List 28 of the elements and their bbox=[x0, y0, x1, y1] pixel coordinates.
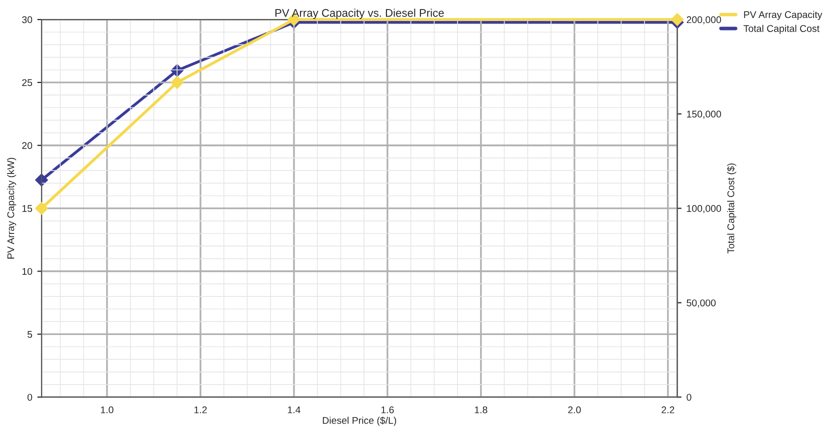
x-tick-label: 1.2 bbox=[194, 406, 207, 414]
y-axis-title: PV Array Capacity (kW) bbox=[7, 158, 16, 259]
y-tick-label: 15 bbox=[22, 205, 32, 212]
y-tick-label: 5 bbox=[28, 331, 32, 338]
legend-label: Total Capital Cost bbox=[744, 24, 820, 34]
y-tick-label: 0 bbox=[27, 394, 32, 401]
x-tick-label: 1.0 bbox=[100, 406, 114, 414]
y2-tick-label: 150,000 bbox=[687, 110, 722, 119]
chart-title: PV Array Capacity vs. Diesel Price bbox=[275, 8, 444, 20]
x-tick-label: 2.2 bbox=[662, 406, 674, 414]
y2-tick-label: 0 bbox=[686, 394, 692, 401]
x-tick-label: 2.0 bbox=[568, 406, 581, 414]
y-tick-label: 20 bbox=[22, 142, 32, 150]
x-tick-label: 1.8 bbox=[474, 406, 488, 414]
y2-axis-title: Total Capital Cost ($) bbox=[726, 164, 736, 254]
y2-tick-label: 50,000 bbox=[686, 299, 716, 308]
x-tick-label: 1.4 bbox=[288, 406, 300, 414]
y2-tick-label: 200,000 bbox=[686, 16, 722, 24]
x-axis-title: Diesel Price ($/L) bbox=[322, 416, 396, 426]
y-tick-label: 30 bbox=[22, 16, 32, 24]
y2-tick-label: 100,000 bbox=[687, 205, 722, 214]
point bbox=[170, 76, 184, 89]
legend-label: PV Array Capacity bbox=[744, 10, 822, 20]
x-tick-label: 1.6 bbox=[381, 406, 394, 414]
point bbox=[35, 202, 48, 215]
y-tick-label: 25 bbox=[22, 79, 32, 86]
point bbox=[670, 13, 684, 26]
y-tick-label: 10 bbox=[22, 268, 32, 275]
